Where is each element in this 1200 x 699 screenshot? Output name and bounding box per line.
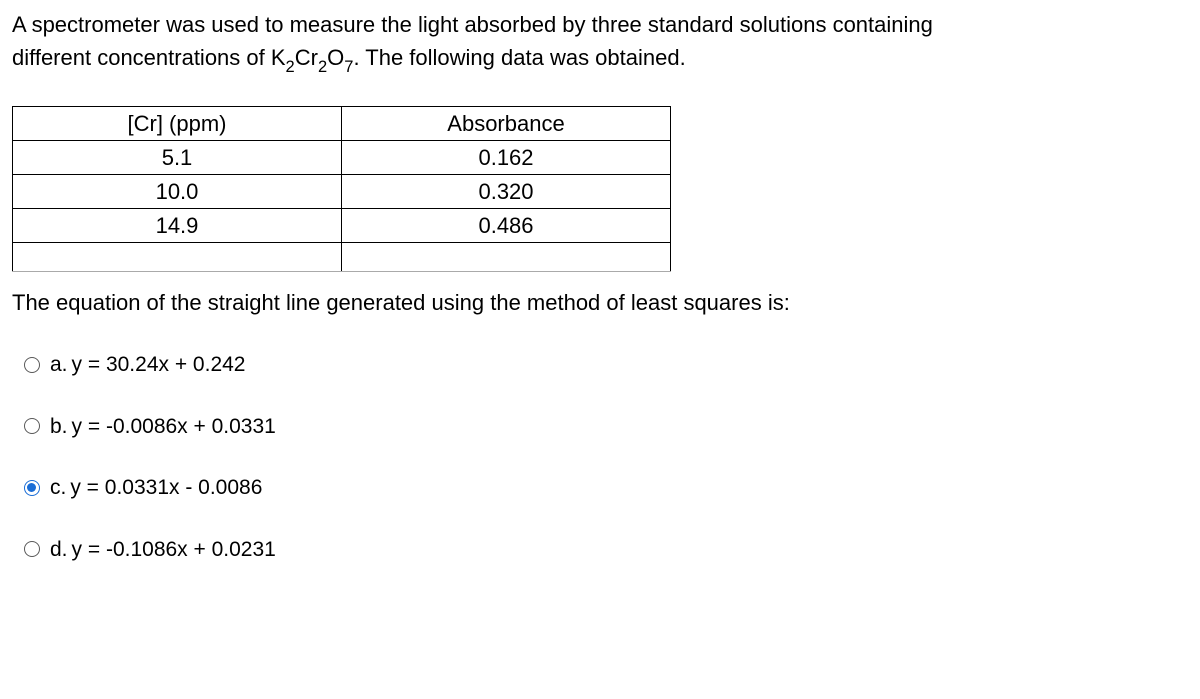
question-line2-mid2: O <box>327 45 344 70</box>
option-c[interactable]: c. y = 0.0331x - 0.0086 <box>24 472 1188 504</box>
empty-cell <box>342 243 671 272</box>
option-a[interactable]: a. y = 30.24x + 0.242 <box>24 349 1188 381</box>
option-letter: b. <box>50 411 68 443</box>
empty-cell <box>13 243 342 272</box>
option-b[interactable]: b. y = -0.0086x + 0.0331 <box>24 411 1188 443</box>
table-empty-row <box>13 243 671 272</box>
option-letter: c. <box>50 472 66 504</box>
question-line2-post: . The following data was obtained. <box>353 45 685 70</box>
radio-a[interactable] <box>24 357 40 373</box>
table-row: 10.0 0.320 <box>13 175 671 209</box>
cell: 0.320 <box>342 175 671 209</box>
sub1: 2 <box>286 58 295 76</box>
option-text: y = 30.24x + 0.242 <box>72 349 246 381</box>
header-col1: [Cr] (ppm) <box>13 107 342 141</box>
table-header-row: [Cr] (ppm) Absorbance <box>13 107 671 141</box>
option-text: y = 0.0331x - 0.0086 <box>70 472 262 504</box>
sub2: 2 <box>318 58 327 76</box>
radio-b[interactable] <box>24 418 40 434</box>
question-stem: A spectrometer was used to measure the l… <box>12 8 1188 78</box>
radio-c[interactable] <box>24 480 40 496</box>
option-letter: a. <box>50 349 68 381</box>
options-group: a. y = 30.24x + 0.242 b. y = -0.0086x + … <box>12 349 1188 565</box>
post-question-text: The equation of the straight line genera… <box>12 286 1188 319</box>
question-line1: A spectrometer was used to measure the l… <box>12 12 933 37</box>
sub3: 7 <box>344 58 353 76</box>
option-d[interactable]: d. y = -0.1086x + 0.0231 <box>24 534 1188 566</box>
option-text: y = -0.1086x + 0.0231 <box>72 534 276 566</box>
option-text: y = -0.0086x + 0.0331 <box>72 411 276 443</box>
table-row: 5.1 0.162 <box>13 141 671 175</box>
question-line2-mid1: Cr <box>295 45 318 70</box>
data-table: [Cr] (ppm) Absorbance 5.1 0.162 10.0 0.3… <box>12 106 671 272</box>
radio-d[interactable] <box>24 541 40 557</box>
question-line2-pre: different concentrations of K <box>12 45 286 70</box>
cell: 0.486 <box>342 209 671 243</box>
cell: 14.9 <box>13 209 342 243</box>
option-letter: d. <box>50 534 68 566</box>
cell: 0.162 <box>342 141 671 175</box>
table-row: 14.9 0.486 <box>13 209 671 243</box>
cell: 5.1 <box>13 141 342 175</box>
cell: 10.0 <box>13 175 342 209</box>
header-col2: Absorbance <box>342 107 671 141</box>
